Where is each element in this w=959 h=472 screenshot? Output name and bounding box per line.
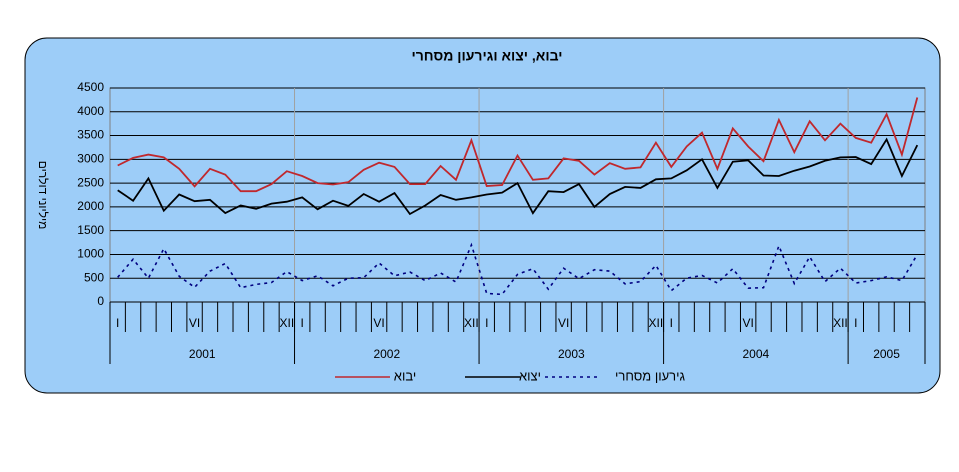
y-tick-label: 4000 (77, 104, 104, 118)
x-tick-label: VI (373, 316, 384, 330)
y-tick-label: 0 (97, 294, 104, 308)
x-tick-label: I (116, 316, 119, 330)
group-label: 2003 (558, 347, 585, 361)
chart-title: יבוא, יצוא וגירעון מסחרי (412, 48, 563, 64)
x-tick-label: XII (464, 316, 479, 330)
y-axis-label: מיליוני דולרים (36, 161, 50, 230)
group-label: 2002 (373, 347, 400, 361)
y-tick-label: 500 (84, 270, 104, 284)
x-tick-label: XII (833, 316, 848, 330)
x-tick-label: I (854, 316, 857, 330)
legend-label: גירעון מסחרי (615, 368, 685, 383)
y-tick-label: 3500 (77, 128, 104, 142)
series-line (117, 97, 919, 193)
x-tick-label: VI (558, 316, 569, 330)
x-tick-label: XII (280, 316, 295, 330)
group-label: 2005 (873, 347, 900, 361)
x-tick-label: XII (649, 316, 664, 330)
x-tick-label: I (485, 316, 488, 330)
group-label: 2004 (742, 347, 769, 361)
series-line (117, 242, 918, 296)
x-tick-label: I (670, 316, 673, 330)
x-tick-label: I (301, 316, 304, 330)
series-line (117, 137, 919, 216)
y-tick-label: 4500 (77, 80, 104, 94)
x-tick-label: VI (742, 316, 753, 330)
legend-label: יצוא (519, 368, 541, 383)
y-tick-label: 2500 (77, 175, 104, 189)
plot-area (109, 87, 926, 303)
x-tick-label: VI (189, 316, 200, 330)
group-label: 2001 (189, 347, 216, 361)
y-tick-label: 1000 (77, 247, 104, 261)
y-tick-label: 3000 (77, 152, 104, 166)
y-tick-label: 1500 (77, 223, 104, 237)
legend-label: יבוא (394, 368, 416, 383)
y-tick-label: 2000 (77, 199, 104, 213)
